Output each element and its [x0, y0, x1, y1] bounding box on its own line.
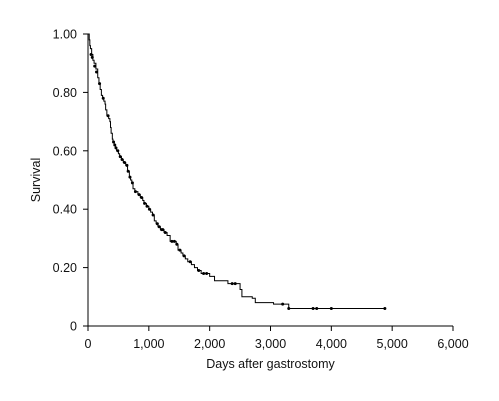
censor-mark: [145, 204, 149, 208]
y-ticks: 0 0.20 0.40 0.60 0.80 1.00: [53, 28, 88, 334]
censor-mark: [315, 306, 319, 310]
censor-mark: [182, 254, 186, 258]
censor-mark: [120, 158, 124, 162]
x-tick-label: 6,000: [437, 337, 468, 351]
censor-mark: [89, 52, 93, 56]
x-tick-label: 0: [85, 337, 92, 351]
censor-mark: [178, 248, 182, 252]
censor-mark: [143, 201, 147, 205]
censor-mark: [112, 140, 116, 144]
censor-mark: [98, 82, 102, 86]
x-tick-label: 3,000: [255, 337, 286, 351]
censor-mark: [175, 242, 179, 246]
axes: 0 1,000 2,000 3,000 4,000 5,000 6,000 0 0.20 0.4…: [53, 28, 469, 352]
censor-mark: [161, 228, 165, 232]
y-tick-label: 0: [70, 320, 77, 334]
censor-mark: [137, 193, 141, 197]
censor-mark: [281, 302, 285, 306]
y-tick-label: 0.40: [53, 203, 77, 217]
censor-mark: [116, 149, 120, 153]
y-tick-label: 1.00: [53, 28, 77, 42]
x-tick-label: 4,000: [316, 337, 347, 351]
x-tick-label: 2,000: [194, 337, 225, 351]
censor-mark: [125, 163, 129, 167]
censor-mark: [114, 146, 118, 150]
censor-mark: [133, 190, 137, 194]
x-ticks: 0 1,000 2,000 3,000 4,000 5,000 6,000: [85, 326, 469, 351]
censor-mark: [188, 260, 192, 264]
censor-mark: [287, 306, 291, 310]
censor-mark: [130, 181, 134, 185]
censor-mark: [230, 282, 234, 286]
y-tick-label: 0.80: [53, 86, 77, 100]
censor-mark: [311, 306, 315, 310]
x-tick-label: 5,000: [377, 337, 408, 351]
censor-marks: [89, 52, 387, 310]
survival-curve: [88, 33, 385, 309]
censor-mark: [101, 96, 105, 100]
y-tick-label: 0.20: [53, 261, 77, 275]
censor-mark: [233, 282, 237, 286]
censor-mark: [140, 196, 144, 200]
censor-mark: [113, 143, 117, 147]
censor-mark: [155, 222, 159, 226]
x-tick-label: 1,000: [133, 337, 164, 351]
censor-mark: [123, 160, 126, 164]
censor-mark: [106, 114, 110, 118]
censor-mark: [157, 225, 161, 229]
censor-mark: [93, 64, 97, 68]
censor-mark: [329, 306, 333, 310]
censor-mark: [147, 207, 151, 211]
censor-mark: [197, 269, 201, 273]
censor-mark: [126, 169, 130, 173]
censor-mark: [170, 239, 174, 243]
y-axis-label: Survival: [29, 158, 43, 202]
censor-mark: [118, 155, 122, 159]
y-tick-label: 0.60: [53, 144, 77, 158]
x-axis-label: Days after gastrostomy: [206, 357, 335, 371]
censor-mark: [90, 55, 94, 59]
censor-mark: [202, 271, 206, 275]
censor-mark: [205, 271, 209, 275]
censor-mark: [128, 175, 132, 179]
censor-mark: [163, 231, 167, 235]
censor-mark: [151, 213, 155, 217]
censor-mark: [172, 239, 176, 243]
censor-mark: [383, 306, 387, 310]
censor-mark: [95, 70, 99, 74]
